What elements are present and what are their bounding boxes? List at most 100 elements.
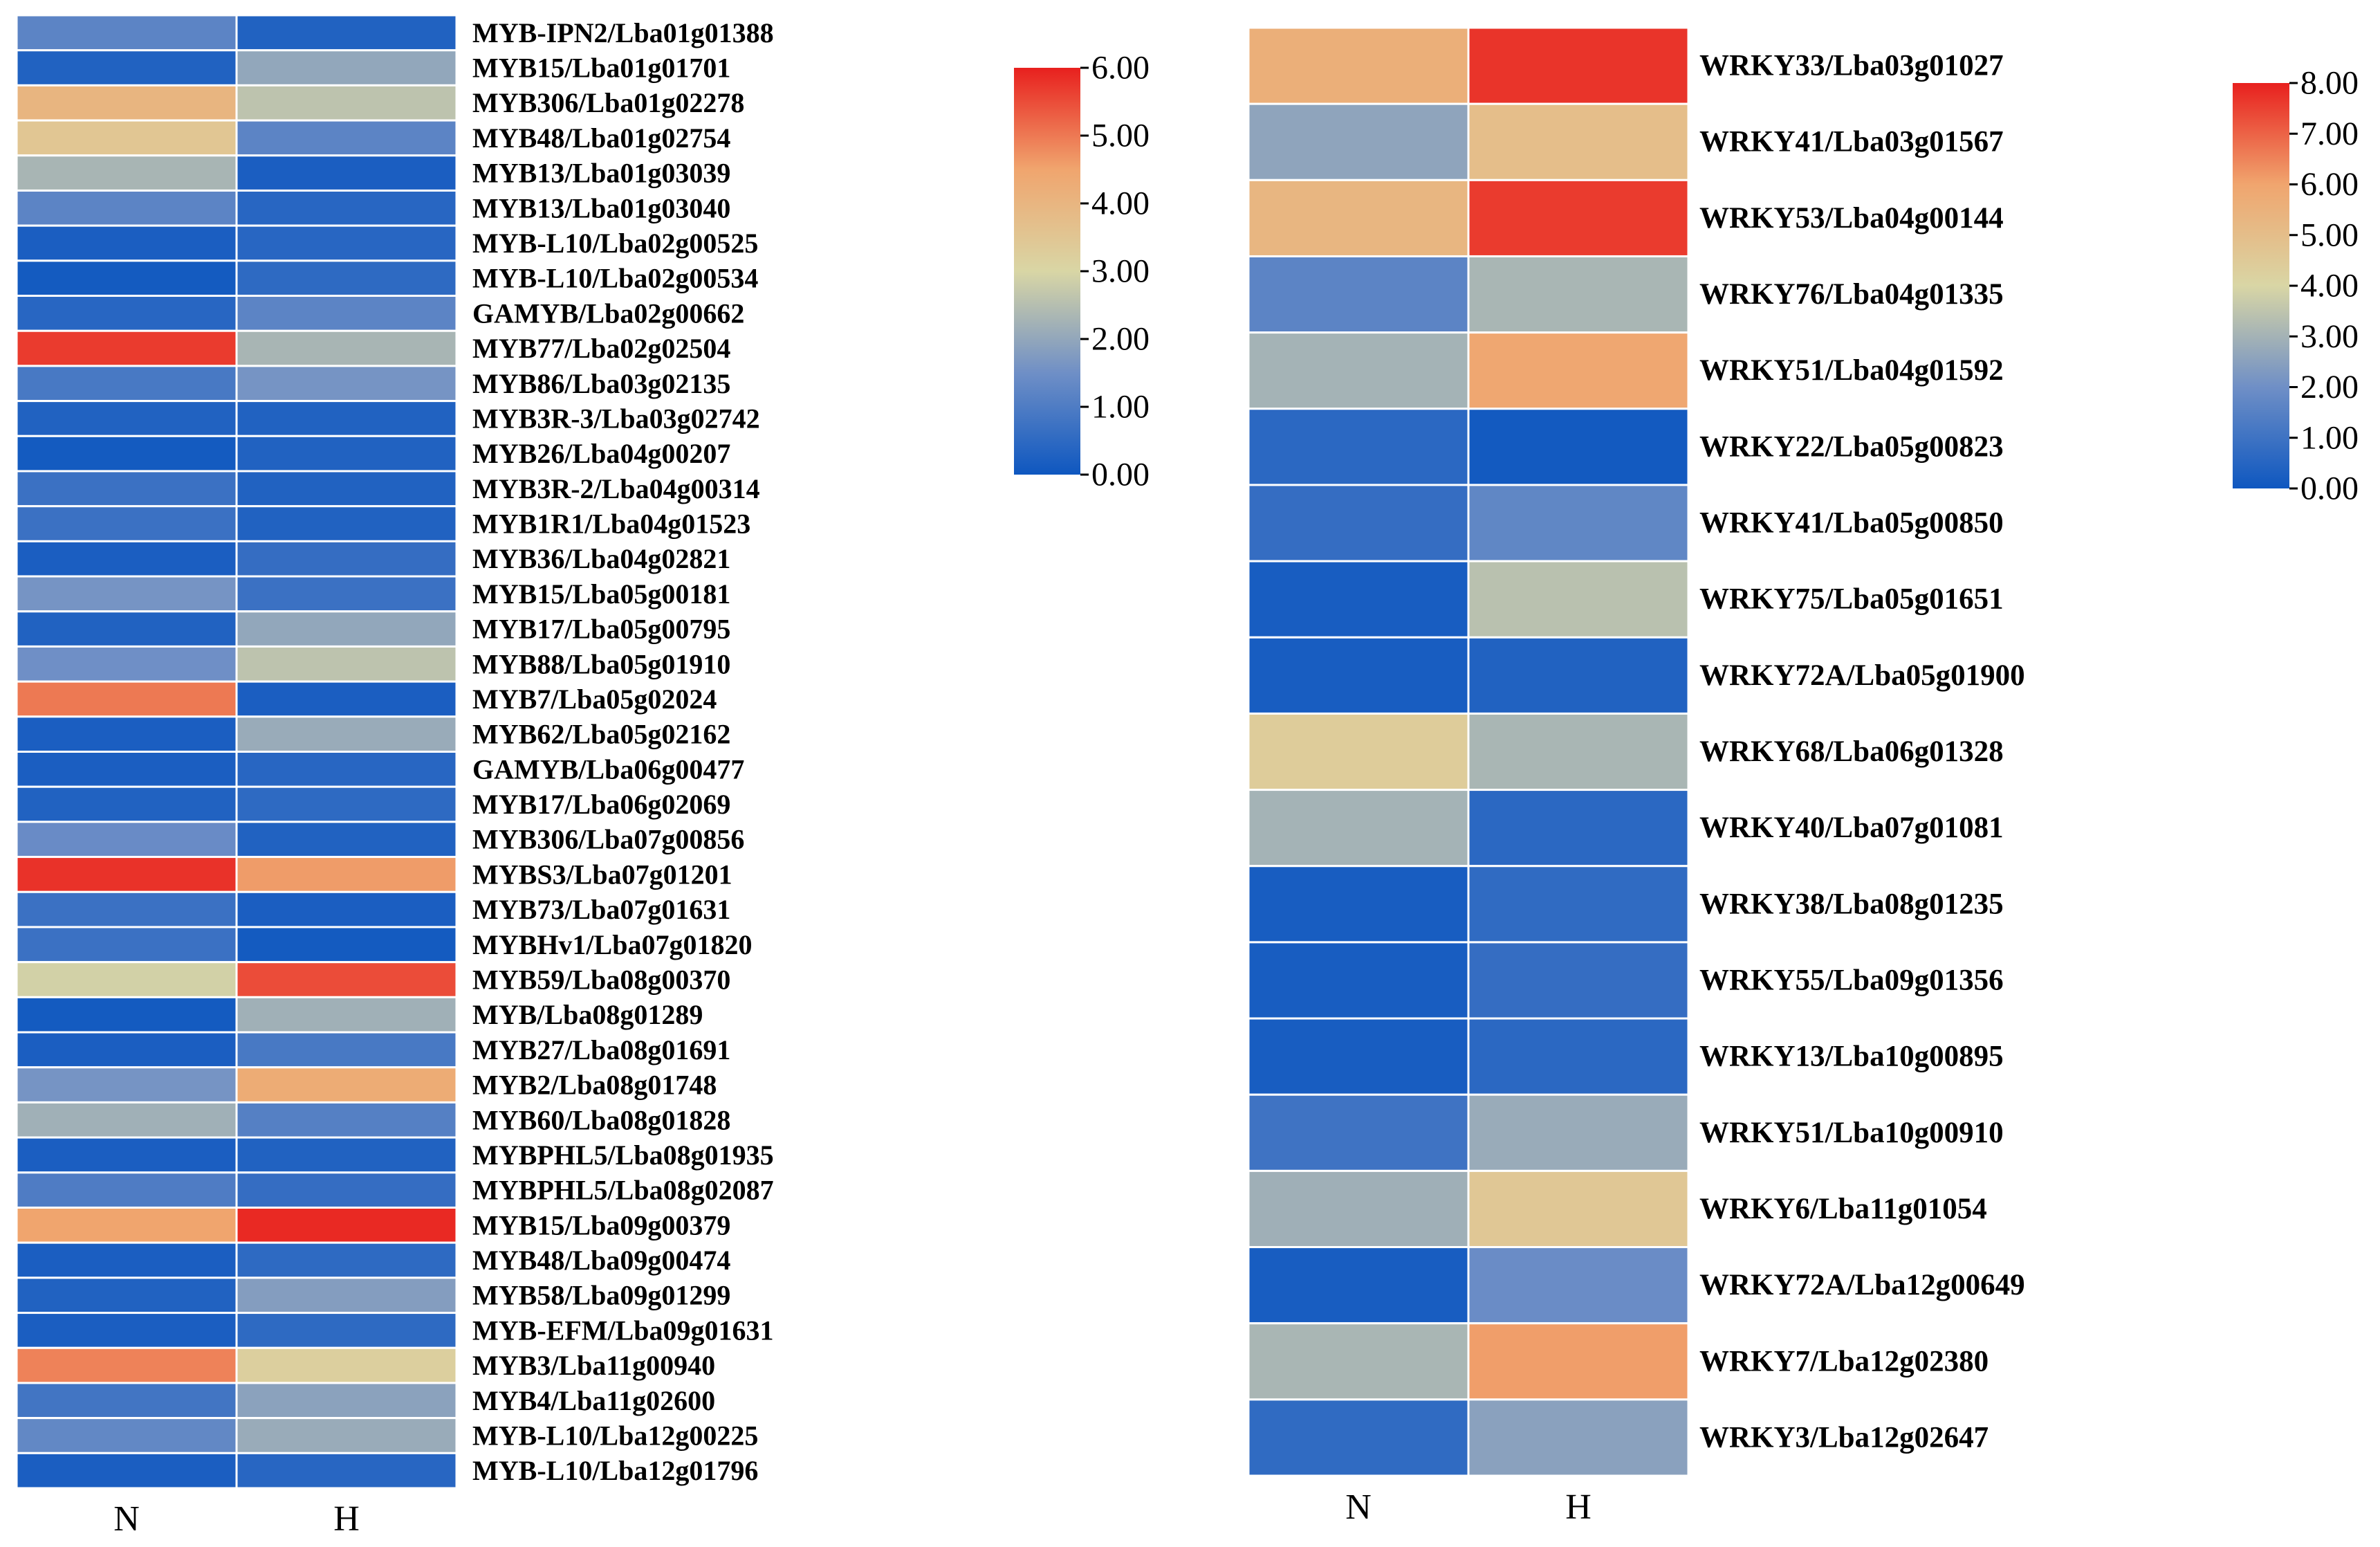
row-label: MYB-L10/Lba02g00534 [472,263,758,294]
row-label: MYB48/Lba01g02754 [472,122,730,154]
heatmap-cell-myb13-lba01g03040-n [15,189,238,227]
row-label: MYB13/Lba01g03039 [472,158,730,189]
heatmap-cell-myb13-lba01g03039-h [235,154,458,192]
heatmap-cell-myb-l10-lba12g00225-n [15,1417,238,1454]
row-label: MYB-L10/Lba12g01796 [472,1455,758,1486]
heatmap-cell-myb26-lba04g00207-h [235,434,458,473]
heatmap-cell-myb60-lba08g01828-h [235,1101,458,1139]
row-label: MYBPHL5/Lba08g02087 [472,1175,774,1206]
heatmap-cell-myb1r1-lba04g01523-n [15,505,238,542]
heatmap-cell-mybhv1-lba07g01820-h [235,926,458,964]
heatmap-cell-myb59-lba08g00370-h [235,961,458,998]
row-label: MYB17/Lba05g00795 [472,614,730,645]
heatmap-cell-myb13-lba01g03040-h [235,189,458,227]
colorbar-tick-label: 4.00 [2300,268,2359,304]
row-label: MYB-L10/Lba12g00225 [472,1420,758,1451]
column-label-h: H [333,1499,360,1539]
heatmap-cell-myb-l10-lba02g00534-h [235,259,458,298]
row-label: WRKY51/Lba04g01592 [1699,354,2004,387]
heatmap-cell-myb48-lba09g00474-h [235,1241,458,1279]
heatmap-cell-mybs3-lba07g01201-h [235,856,458,893]
heatmap-cell-myb-l10-lba02g00534-n [15,259,238,298]
heatmap-cell-myb15-lba05g00181-n [15,575,238,613]
heatmap-cell-myb62-lba05g02162-n [15,715,238,753]
heatmap-cell-myb7-lba05g02024-h [235,680,458,718]
heatmap-cell-myb2-lba08g01748-h [235,1066,458,1104]
colorbar-tick-label: 2.00 [1091,321,1150,358]
row-label: MYB4/Lba11g02600 [472,1385,715,1416]
colorbar-tick-label: 4.00 [1091,185,1150,222]
row-label: MYB2/Lba08g01748 [472,1070,717,1101]
colorbar-tick-label: 6.00 [1091,50,1150,86]
heatmap-cell-myb-l10-lba12g01796-n [15,1452,238,1490]
colorbar-tick-label: 0.00 [2300,470,2359,507]
heatmap-cell-myb-lba08g01289-h [235,996,458,1034]
row-label: WRKY55/Lba09g01356 [1699,964,2004,996]
heatmap-cell-wrky51-lba10g00910-n [1247,1093,1470,1172]
heatmap-cell-myb3r-2-lba04g00314-n [15,470,238,508]
row-label: WRKY3/Lba12g02647 [1699,1421,1989,1454]
heatmap-cell-myb48-lba09g00474-n [15,1241,238,1279]
heatmap-cell-myb2-lba08g01748-n [15,1066,238,1104]
row-label: MYB26/Lba04g00207 [472,438,730,469]
heatmap-cell-wrky40-lba07g01081-n [1247,789,1470,868]
heatmap-cell-wrky68-lba06g01328-n [1247,712,1470,791]
heatmap-cell-wrky13-lba10g00895-h [1467,1017,1690,1096]
row-label: MYB77/Lba02g02504 [472,333,730,364]
heatmap-cell-myb306-lba01g02278-h [235,84,458,122]
row-label: WRKY33/Lba03g01027 [1699,50,2004,82]
heatmap-cell-wrky38-lba08g01235-n [1247,865,1470,944]
row-label: MYB58/Lba09g01299 [472,1280,730,1311]
heatmap-cell-myb306-lba07g00856-n [15,821,238,859]
row-label: WRKY75/Lba05g01651 [1699,583,2004,616]
heatmap-cell-gamyb-lba06g00477-n [15,751,238,788]
colorbar-tick-label: 1.00 [1091,389,1150,425]
colorbar-tick-label: 3.00 [2300,318,2359,355]
heatmap-cell-myb36-lba04g02821-n [15,540,238,578]
heatmap-cell-mybhv1-lba07g01820-n [15,926,238,964]
row-label: MYB7/Lba05g02024 [472,684,717,715]
colorbar-tick-label: 8.00 [2300,65,2359,102]
heatmap-cell-myb-lba08g01289-n [15,996,238,1034]
colorbar-tick-label: 1.00 [2300,419,2359,456]
heatmap-cell-myb77-lba02g02504-h [235,329,458,367]
row-label: WRKY41/Lba03g01567 [1699,126,2004,158]
heatmap-cell-myb86-lba03g02135-h [235,365,458,403]
row-label: MYB13/Lba01g03040 [472,192,730,223]
column-label-h: H [1565,1488,1592,1527]
row-label: MYB62/Lba05g02162 [472,719,730,750]
heatmap-cell-wrky41-lba05g00850-n [1247,484,1470,562]
row-label: GAMYB/Lba06g00477 [472,753,744,785]
row-label: MYBPHL5/Lba08g01935 [472,1139,774,1171]
row-label: MYB15/Lba01g01701 [472,53,730,84]
heatmap-cell-myb58-lba09g01299-h [235,1276,458,1315]
row-label: MYB36/Lba04g02821 [472,543,730,574]
row-label: MYB15/Lba09g00379 [472,1209,730,1241]
heatmap-cell-myb13-lba01g03039-n [15,154,238,192]
row-label: MYB-EFM/Lba09g01631 [472,1315,774,1346]
heatmap-cell-wrky41-lba03g01567-n [1247,102,1470,181]
heatmap-cell-wrky55-lba09g01356-h [1467,941,1690,1020]
colorbar-tick-label: 2.00 [2300,369,2359,405]
row-label: WRKY53/Lba04g00144 [1699,202,2004,235]
row-label: WRKY76/Lba04g01335 [1699,278,2004,311]
row-label: GAMYB/Lba02g00662 [472,298,744,329]
heatmap-cell-wrky3-lba12g02647-n [1247,1398,1470,1477]
heatmap-cell-myb48-lba01g02754-h [235,119,458,157]
row-label: MYB59/Lba08g00370 [472,964,730,995]
heatmap-cell-wrky3-lba12g02647-h [1467,1398,1690,1477]
row-label: MYB48/Lba09g00474 [472,1245,730,1276]
heatmap-cell-myb15-lba09g00379-h [235,1206,458,1244]
heatmap-cell-myb-ipn2-lba01g01388-n [15,14,238,52]
heatmap-cell-myb62-lba05g02162-h [235,715,458,753]
heatmap-cell-myb58-lba09g01299-n [15,1276,238,1315]
heatmap-cell-myb3-lba11g00940-n [15,1346,238,1384]
colorbar-tick-label: 6.00 [2300,166,2359,203]
heatmap-cell-wrky51-lba04g01592-n [1247,331,1470,410]
heatmap-cell-wrky7-lba12g02380-h [1467,1322,1690,1401]
row-label: MYB27/Lba08g01691 [472,1034,730,1065]
heatmap-cell-myb1r1-lba04g01523-h [235,505,458,542]
heatmap-cell-myb-ipn2-lba01g01388-h [235,14,458,52]
row-label: MYB86/Lba03g02135 [472,368,730,399]
row-label: MYB15/Lba05g00181 [472,578,730,610]
